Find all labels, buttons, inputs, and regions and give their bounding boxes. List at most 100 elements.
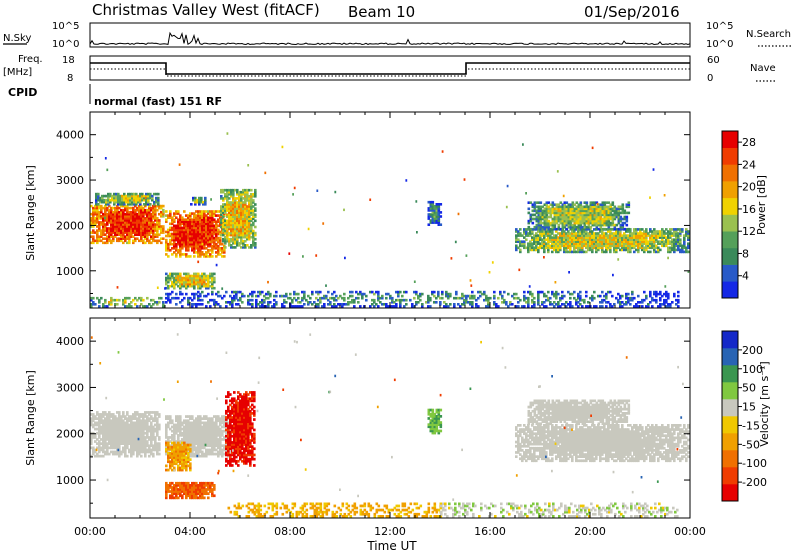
scatter-cell	[220, 195, 223, 198]
scatter-cell	[157, 198, 160, 202]
scatter-cell	[461, 303, 464, 306]
scatter-cell	[181, 298, 184, 302]
scatter-cell	[136, 423, 139, 427]
scatter-cell	[667, 305, 670, 308]
scatter-cell	[246, 237, 249, 241]
scatter-cell	[199, 212, 202, 215]
scatter-cell	[142, 208, 145, 212]
scatter-cell	[116, 206, 119, 210]
scatter-cell	[171, 419, 174, 423]
scatter-cell	[577, 242, 580, 245]
scatter-cell	[669, 232, 672, 235]
scatter-cell	[571, 201, 575, 204]
scatter-cell	[211, 232, 214, 236]
scatter-cell	[90, 225, 93, 228]
scatter-cell	[547, 232, 550, 235]
scatter-cell	[199, 236, 202, 240]
scatter-cell	[173, 228, 176, 232]
scatter-cell	[611, 203, 615, 206]
scatter-cell	[561, 232, 564, 235]
scatter-cell	[629, 244, 632, 248]
scatter-cell	[246, 188, 249, 192]
scatter-cell	[675, 298, 678, 302]
scatter-cell	[222, 207, 225, 210]
scatter-cell	[565, 250, 568, 254]
scatter-cell	[575, 228, 578, 231]
scatter-cell	[543, 246, 546, 250]
scatter-cell	[627, 230, 630, 233]
scatter-cell	[555, 294, 558, 298]
scatter-cell	[607, 209, 611, 213]
scatter-cell	[193, 226, 196, 230]
scatter-cell	[151, 196, 154, 200]
scatter-cell	[543, 234, 546, 237]
scatter-cell	[120, 229, 123, 232]
scatter-cell	[162, 231, 165, 234]
scatter-cell	[199, 238, 202, 242]
scatter-cell	[191, 232, 194, 236]
scatter-cell	[597, 207, 601, 211]
scatter-cell	[108, 237, 111, 240]
scatter-cell	[165, 230, 168, 234]
scatter-cell	[677, 234, 680, 237]
scatter-cell	[191, 305, 194, 308]
scatter-cell	[291, 298, 294, 302]
scatter-cell	[665, 242, 668, 245]
scatter-cell	[545, 234, 548, 237]
scatter-cell	[148, 444, 151, 448]
scatter-cell	[141, 196, 144, 200]
scatter-cell	[150, 425, 153, 429]
scatter-cell	[637, 240, 640, 243]
scatter-cell	[150, 448, 153, 452]
scatter-cell	[183, 278, 186, 282]
scatter-cell	[397, 292, 400, 296]
scatter-cell	[115, 194, 118, 198]
scatter-cell	[685, 250, 688, 254]
scatter-cell	[593, 209, 597, 213]
scatter-cell	[585, 225, 589, 229]
scatter-cell	[240, 215, 243, 218]
scatter-cell	[171, 222, 174, 226]
scatter-cell	[92, 448, 95, 452]
scatter-cell	[224, 235, 227, 239]
scatter-cell	[242, 244, 245, 247]
scatter-cell	[669, 305, 672, 308]
scatter-cell	[575, 234, 578, 237]
scatter-cell	[587, 207, 591, 211]
scatter-cell	[631, 296, 634, 300]
scatter-cell	[565, 236, 568, 239]
scatter-cell	[175, 278, 178, 282]
scatter-cell	[117, 194, 120, 198]
scatter-cell	[96, 239, 99, 243]
scatter-cell	[641, 236, 644, 239]
scatter-cell	[633, 236, 636, 239]
scatter-cell	[625, 234, 628, 237]
scatter-cell	[617, 238, 620, 241]
scatter-cell	[102, 421, 105, 425]
scatter-cell	[617, 219, 621, 223]
scatter-cell	[148, 212, 151, 216]
scatter-cell	[204, 203, 207, 206]
scatter-cell	[195, 278, 198, 282]
scatter-cell	[583, 225, 587, 229]
scatter-cell	[433, 301, 436, 304]
scatter-cell	[561, 223, 565, 227]
scatter-cell	[541, 240, 544, 243]
scatter-cell	[585, 219, 589, 223]
scatter-cell	[148, 206, 151, 210]
scatter-cell	[130, 212, 133, 216]
scatter-cell	[144, 413, 147, 416]
scatter-cell	[106, 231, 109, 234]
scatter-cell	[254, 231, 257, 235]
scatter-cell	[154, 208, 157, 212]
scatter-cell	[545, 238, 548, 241]
scatter-cell	[673, 244, 676, 248]
scatter-cell	[645, 244, 648, 248]
scatter-cell	[114, 440, 117, 443]
scatter-cell	[165, 240, 168, 244]
scatter-cell	[501, 301, 504, 304]
scatter-cell	[110, 225, 113, 228]
scatter-cell	[577, 246, 580, 250]
scatter-cell	[203, 216, 206, 219]
scatter-cell	[244, 223, 247, 227]
